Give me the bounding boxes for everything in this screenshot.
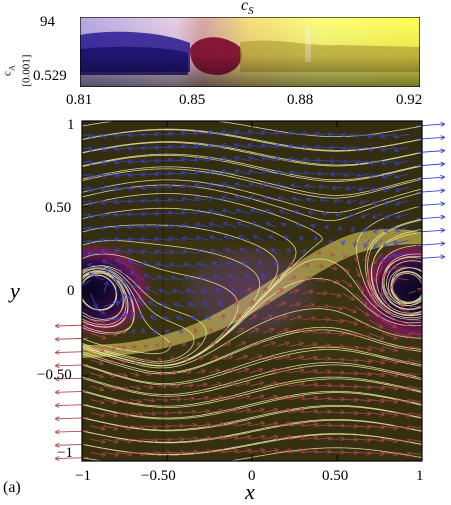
y-tick-label: 0 [67, 284, 75, 299]
x-tick-label: 0 [248, 469, 256, 484]
flow-vector [157, 373, 164, 374]
flow-vector [319, 187, 329, 188]
y-tick-label: 0.50 [45, 201, 71, 216]
flow-vector [316, 266, 323, 267]
flow-vector [321, 200, 329, 201]
flow-vector [157, 386, 166, 387]
flow-vector [333, 187, 343, 188]
flow-vector [142, 148, 157, 149]
y-tick-label: 1 [67, 118, 75, 133]
flow-vector [329, 426, 344, 427]
y-axis-label: y [10, 278, 20, 304]
flow-vector [335, 201, 343, 202]
flow-vector [157, 453, 171, 454]
flow-vector [130, 296, 131, 307]
flow-vector [142, 187, 157, 188]
flow-vector [317, 160, 329, 161]
y-tick-label: −1 [57, 446, 73, 461]
x-tick-label: 1 [416, 469, 424, 484]
x-tick-label: −1 [75, 469, 91, 484]
flow-vector [142, 161, 157, 162]
flow-vector [142, 134, 157, 135]
x-tick-label: 0.50 [322, 469, 348, 484]
flow-vector [329, 399, 344, 400]
x-tick-label: −0.50 [141, 469, 176, 484]
flow-vector [223, 315, 224, 320]
flow-vector [157, 400, 167, 401]
flow-vector [342, 386, 357, 387]
flow-vector [157, 413, 169, 414]
panel-label: (a) [3, 479, 21, 497]
flow-vector [142, 174, 157, 175]
y-tick-label: −0.50 [37, 368, 72, 383]
flow-vector [157, 439, 170, 440]
flow-vector [316, 319, 329, 320]
